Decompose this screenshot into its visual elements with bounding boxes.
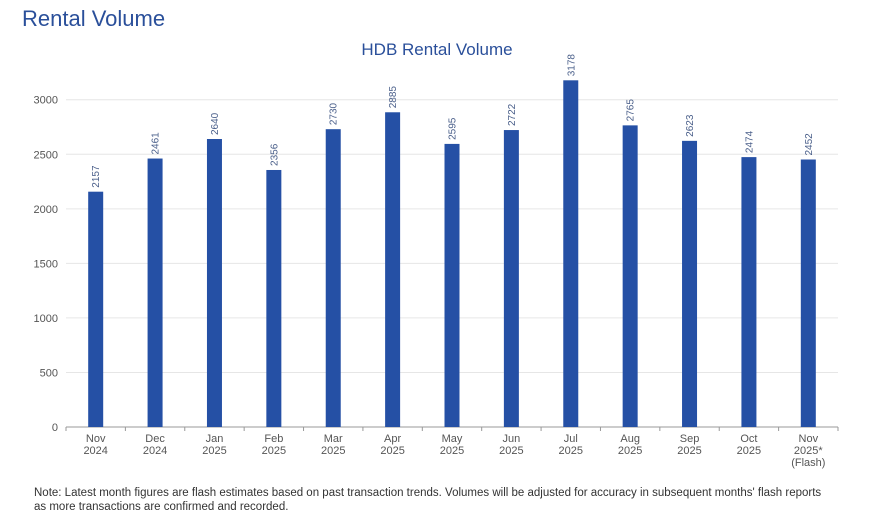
x-tick-label: Aug 2025 (618, 433, 642, 457)
x-tick-label-line: Nov (86, 433, 106, 445)
data-label: 2595 (448, 117, 459, 140)
data-label: 2461 (151, 132, 162, 155)
x-tick-label: Mar 2025 (321, 433, 345, 457)
bar (682, 140, 698, 427)
x-tick-label: Jul 2025 (559, 433, 583, 457)
x-tick-label-line: 2025 (321, 445, 345, 457)
bar (88, 191, 104, 427)
x-tick-label: Jan 2025 (202, 433, 226, 457)
x-tick-label-line: 2025 (262, 445, 286, 457)
x-tick-label: Jun 2025 (499, 433, 523, 457)
x-tick-label-line: Apr (384, 433, 401, 445)
x-tick-label-line: Aug (620, 433, 640, 445)
footnote: Note: Latest month figures are flash est… (34, 487, 822, 513)
x-tick-label: Nov 2025* (Flash) (791, 433, 825, 469)
x-tick-label-line: 2025 (618, 445, 642, 457)
x-tick-label-line: 2025 (559, 445, 583, 457)
page-title: Rental Volume (22, 6, 166, 31)
chart-title: HDB Rental Volume (361, 40, 513, 59)
x-tick-label-line: 2025 (737, 445, 761, 457)
x-tick-label: Sep 2025 (677, 433, 701, 457)
x-tick-label-line: Dec (145, 433, 165, 445)
x-tick-label-line: 2025 (380, 445, 404, 457)
y-tick-label: 500 (40, 367, 58, 379)
x-tick-label: Apr 2025 (380, 433, 404, 457)
y-tick-label: 0 (52, 422, 58, 434)
x-tick-label-line: 2025 (440, 445, 464, 457)
x-tick-label-line: Oct (740, 433, 757, 445)
data-label: 2356 (269, 143, 280, 166)
bar (147, 158, 163, 427)
x-tick-label-line: Jul (564, 433, 578, 445)
y-tick-label: 3000 (34, 95, 58, 107)
bar (622, 125, 638, 427)
data-label: 2157 (91, 165, 102, 188)
data-label: 2452 (804, 133, 815, 156)
x-tick-label: Dec 2024 (143, 433, 167, 457)
x-tick-label-line: Nov (799, 433, 819, 445)
data-label: 2722 (507, 103, 518, 126)
bar (385, 112, 401, 427)
bar (503, 130, 519, 427)
x-tick-label: Nov 2024 (83, 433, 107, 457)
y-tick-label: 2500 (34, 149, 58, 161)
bar (563, 80, 579, 428)
x-tick-label: May 2025 (440, 433, 464, 457)
bar (325, 129, 341, 427)
x-tick-label-line: (Flash) (791, 457, 825, 469)
y-tick-label: 1500 (34, 258, 58, 270)
data-label: 2640 (210, 112, 221, 135)
x-tick-label: Feb 2025 (262, 433, 286, 457)
bar (800, 159, 816, 427)
data-label: 2765 (626, 99, 637, 122)
x-tick-label-line: Sep (680, 433, 700, 445)
x-tick-label-line: Jun (503, 433, 521, 445)
bar (266, 169, 282, 427)
data-label: 2623 (685, 114, 696, 137)
y-tick-label: 2000 (34, 204, 58, 216)
x-tick-label: Oct 2025 (737, 433, 761, 457)
x-tick-label-line: Jan (206, 433, 224, 445)
data-label: 2730 (329, 102, 340, 125)
x-tick-label-line: 2024 (143, 445, 167, 457)
x-tick-label-line: 2025* (794, 445, 823, 457)
bar (206, 139, 222, 427)
x-tick-label-line: 2024 (83, 445, 107, 457)
data-label: 3178 (566, 54, 577, 77)
data-label: 2885 (388, 86, 399, 109)
x-tick-label-line: 2025 (499, 445, 523, 457)
bar (444, 143, 460, 427)
y-tick-label: 1000 (34, 313, 58, 325)
bar (741, 157, 757, 428)
x-tick-label-line: Mar (324, 433, 343, 445)
x-tick-label-line: 2025 (202, 445, 226, 457)
data-label: 2474 (744, 130, 755, 153)
x-tick-label-line: May (442, 433, 463, 445)
x-tick-label-line: 2025 (677, 445, 701, 457)
x-tick-label-line: Feb (264, 433, 283, 445)
